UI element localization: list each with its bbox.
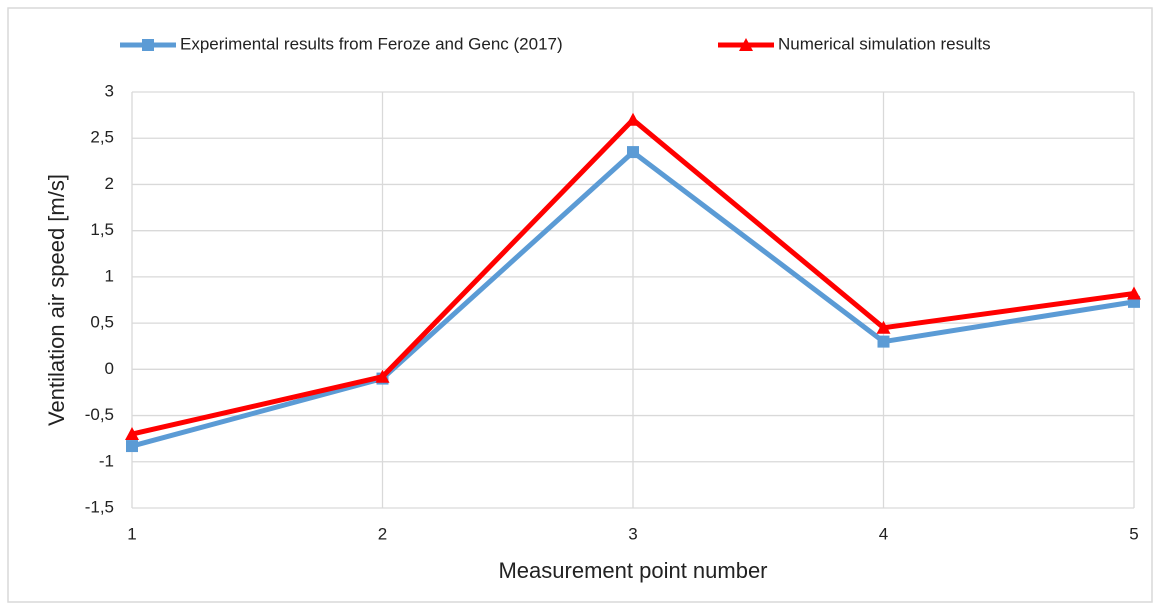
y-tick-label: 1,5 <box>90 220 114 239</box>
x-tick-label: 1 <box>127 524 136 543</box>
y-tick-label: -1,5 <box>85 497 114 516</box>
legend-marker <box>739 38 753 51</box>
y-tick-label: 1 <box>105 266 114 285</box>
x-tick-label: 5 <box>1129 524 1138 543</box>
y-tick-label: -1 <box>99 451 114 470</box>
y-axis-label: Ventilation air speed [m/s] <box>44 174 69 426</box>
y-tick-label: 0 <box>105 359 114 378</box>
y-tick-label: -0,5 <box>85 405 114 424</box>
x-axis-label: Measurement point number <box>498 558 767 583</box>
legend-label: Numerical simulation results <box>778 34 991 53</box>
y-tick-label: 0,5 <box>90 313 114 332</box>
legend-label: Experimental results from Feroze and Gen… <box>180 34 563 53</box>
marker <box>626 112 640 126</box>
x-tick-label: 4 <box>879 524 888 543</box>
y-tick-label: 2,5 <box>90 128 114 147</box>
legend-marker <box>142 39 154 51</box>
y-tick-label: 2 <box>105 174 114 193</box>
y-tick-label: 3 <box>105 81 114 100</box>
marker <box>627 146 639 159</box>
marker <box>877 335 890 348</box>
x-tick-label: 2 <box>378 524 387 543</box>
x-tick-label: 3 <box>628 524 637 543</box>
marker <box>125 427 139 441</box>
chart-border <box>7 7 1153 603</box>
marker <box>126 440 138 453</box>
marker <box>375 369 390 383</box>
marker <box>1127 286 1141 300</box>
marker <box>876 320 891 334</box>
